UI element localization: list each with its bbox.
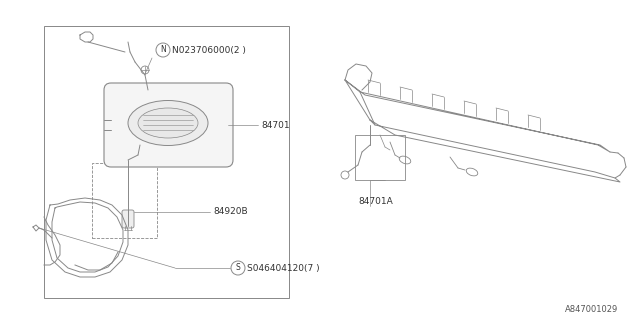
- Text: 84701: 84701: [261, 121, 290, 130]
- Text: N: N: [160, 45, 166, 54]
- Ellipse shape: [138, 108, 198, 138]
- Text: 84701A: 84701A: [358, 197, 393, 206]
- Ellipse shape: [128, 100, 208, 146]
- Text: 84920B: 84920B: [213, 207, 248, 217]
- Text: S: S: [236, 263, 241, 273]
- Circle shape: [231, 261, 245, 275]
- Bar: [355, 135, 405, 180]
- Text: S046404120(7 ): S046404120(7 ): [247, 263, 319, 273]
- Text: N023706000(2 ): N023706000(2 ): [172, 45, 246, 54]
- Bar: [92, 163, 157, 238]
- Text: A847001029: A847001029: [565, 306, 618, 315]
- FancyBboxPatch shape: [122, 210, 134, 228]
- Circle shape: [156, 43, 170, 57]
- Bar: [44, 26, 289, 298]
- FancyBboxPatch shape: [104, 83, 233, 167]
